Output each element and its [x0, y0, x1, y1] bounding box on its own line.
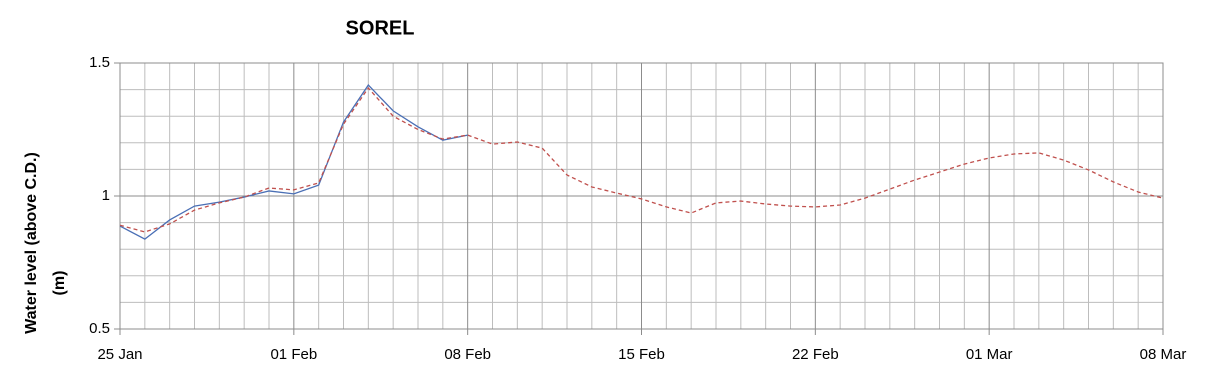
y-tick-label: 1.5 [89, 54, 110, 71]
chart-title: SOREL [346, 17, 415, 39]
x-tick-label: 08 Feb [444, 346, 491, 363]
y-axis-title: Water level (above C.D.) (m) [23, 152, 68, 334]
x-tick-label: 01 Feb [270, 346, 317, 363]
series-line [119, 86, 1164, 233]
x-tick-label: 15 Feb [618, 346, 665, 363]
y-tick-label: 0.5 [89, 320, 110, 337]
series-line [119, 84, 468, 240]
x-tick-label: 25 Jan [97, 346, 142, 363]
y-tick-label: 1 [102, 187, 110, 204]
y-label-line: Water level (above C.D.) [23, 152, 40, 334]
x-tick-label: 22 Feb [792, 346, 839, 363]
y-label-line: (m) [51, 271, 68, 296]
x-tick-label: 08 Mar [1140, 346, 1187, 363]
x-tick-label: 01 Mar [966, 346, 1013, 363]
